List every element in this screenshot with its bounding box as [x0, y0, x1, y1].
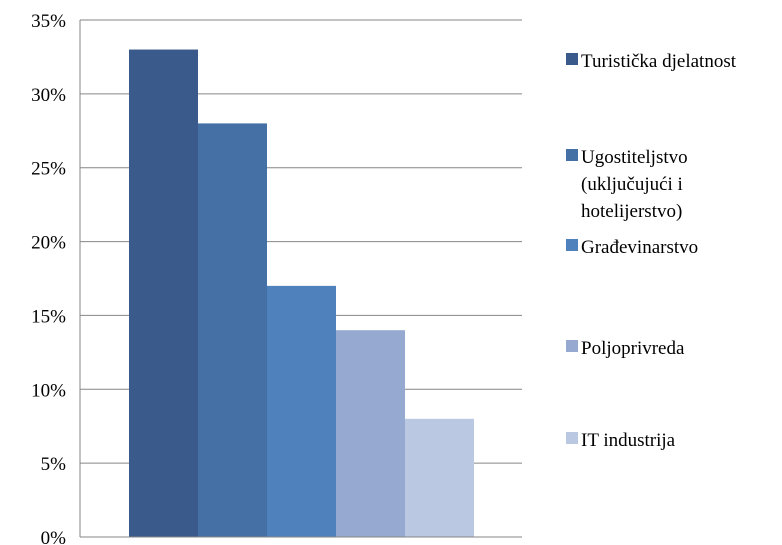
- axes: 0% 5% 10% 15% 20% 25% 30% 35%: [31, 11, 522, 545]
- y-tick-label: 10%: [31, 380, 66, 401]
- bar: [198, 123, 267, 538]
- legend-swatch: [566, 432, 578, 444]
- bar: [336, 330, 405, 537]
- y-tick-label: 20%: [31, 233, 66, 254]
- legend-label: hotelijerstvo): [581, 201, 682, 222]
- legend-label: Turistička djelatnost: [581, 51, 737, 72]
- y-tick-label: 25%: [31, 159, 66, 180]
- bar: [129, 49, 198, 538]
- y-tick-label: 0%: [41, 528, 67, 545]
- bar: [267, 285, 336, 537]
- y-tick-label: 15%: [31, 306, 66, 327]
- legend: Turistička djelatnost Ugostiteljstvo (uklj…: [566, 51, 737, 451]
- y-tick-label: 30%: [31, 85, 66, 106]
- y-tick-label: 5%: [41, 454, 67, 475]
- legend-swatch: [566, 53, 578, 65]
- legend-label: IT industrija: [581, 430, 676, 451]
- bar: [405, 418, 474, 537]
- y-tick-label: 35%: [31, 11, 66, 32]
- legend-swatch: [566, 239, 578, 251]
- legend-label: Ugostiteljstvo: [581, 147, 688, 168]
- bars: [129, 49, 474, 538]
- legend-label: Poljoprivreda: [581, 338, 685, 359]
- legend-label: Građevinarstvo: [581, 237, 698, 258]
- legend-swatch: [566, 149, 578, 161]
- legend-swatch: [566, 340, 578, 352]
- legend-label: (uključujući i: [581, 174, 683, 195]
